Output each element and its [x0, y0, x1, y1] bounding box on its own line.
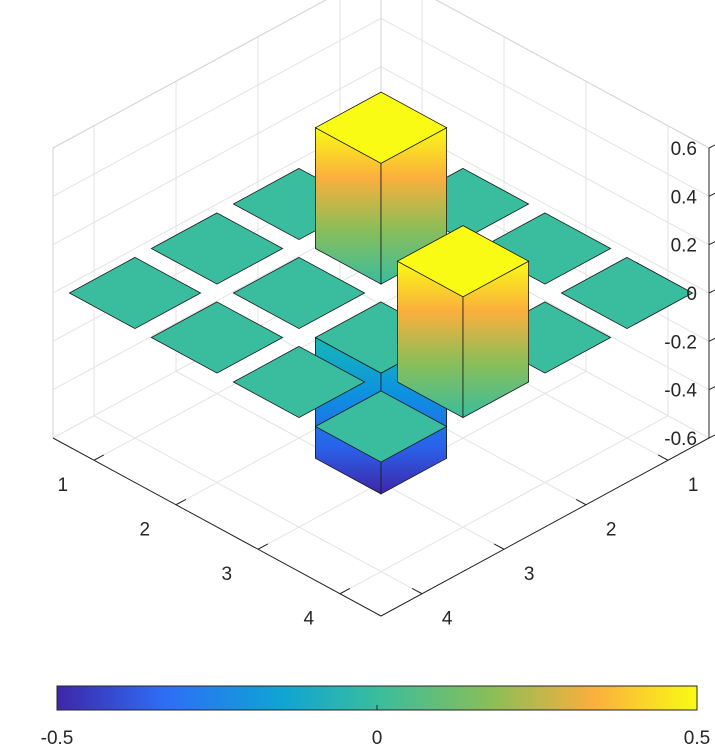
- x-gridline: [175, 81, 505, 550]
- y-tick-label: 1: [58, 475, 69, 496]
- z-tick-label: 0: [686, 284, 697, 305]
- z-tick: [708, 144, 715, 149]
- y-tick-label: 4: [304, 609, 315, 630]
- x-tick: [657, 454, 669, 461]
- x-tick-label: 1: [688, 475, 699, 496]
- z-tick-label: -0.2: [664, 332, 697, 353]
- bar-4-3: [232, 345, 366, 419]
- z-tick: [708, 241, 715, 246]
- z-tick: [708, 289, 715, 294]
- x-tick: [575, 498, 587, 506]
- axes-lines: [52, 0, 715, 617]
- y-tick: [339, 587, 351, 595]
- colorbar: -0.5 0 0.5: [41, 685, 710, 745]
- bar-3-2: [232, 256, 366, 330]
- z-tick-label: 0.2: [671, 236, 697, 257]
- z-tick: [708, 434, 715, 439]
- x-tick: [411, 587, 423, 595]
- y-tick: [257, 543, 269, 550]
- colorbar-tick-label: 0.5: [684, 728, 710, 745]
- x-tick-label: 4: [442, 609, 453, 630]
- colorbar-tick-label: 0: [372, 728, 383, 745]
- tick-labels: 1 2 3 4 1 2 3 4 -0.6 -0.4 -0.2 0 0.2 0.4 0.6: [58, 139, 699, 630]
- x-tick-label: 3: [524, 564, 535, 585]
- z-tick: [708, 192, 715, 197]
- colorbar-tick-label: -0.5: [41, 728, 74, 745]
- y-gridline: [339, 125, 669, 595]
- z-tick-label: 0.6: [671, 139, 697, 160]
- bar-3-4: [396, 225, 530, 419]
- z-tick-label: -0.4: [664, 381, 697, 402]
- bar-1-4: [560, 256, 694, 330]
- x-tick-label: 2: [606, 520, 617, 541]
- floor-axes: [52, 437, 710, 617]
- bars: [68, 91, 694, 495]
- y-tick-label: 2: [140, 520, 151, 541]
- z-tick: [708, 386, 715, 391]
- y-tick: [175, 498, 187, 506]
- z-tick-label: -0.6: [664, 429, 697, 450]
- z-tick-label: 0.4: [671, 187, 698, 208]
- box-top-edge: [52, 0, 710, 149]
- x-gridline: [93, 125, 423, 595]
- y-gridline: [257, 81, 587, 550]
- bar-4-4: [314, 390, 448, 463]
- x-tick: [493, 543, 505, 550]
- y-tick: [93, 454, 105, 461]
- y-tick-label: 3: [222, 564, 233, 585]
- bar-4-2: [150, 301, 284, 374]
- z-tick: [708, 337, 715, 342]
- bar-4-1: [68, 256, 202, 330]
- bar-3-1: [150, 212, 284, 285]
- bar-2-2: [314, 91, 448, 285]
